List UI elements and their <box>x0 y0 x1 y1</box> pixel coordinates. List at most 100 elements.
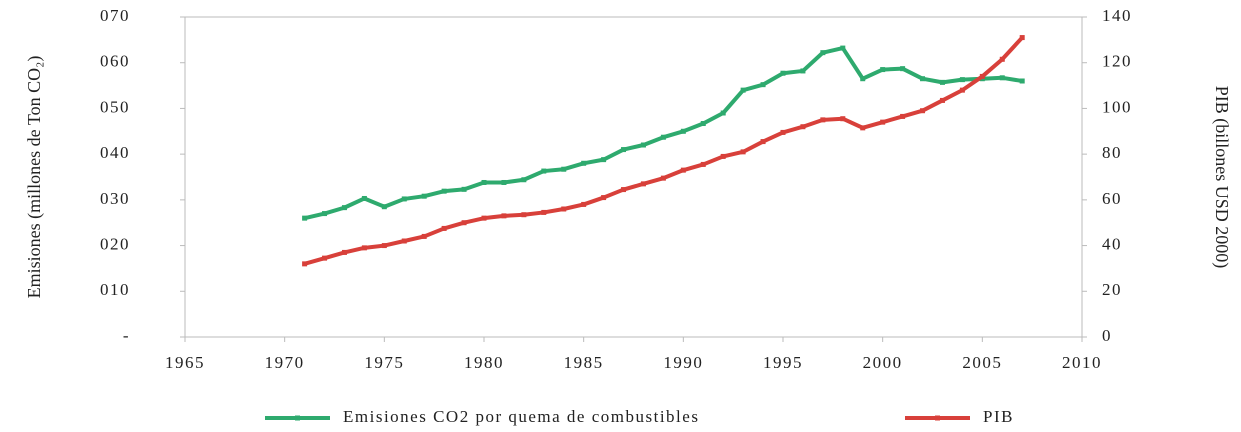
marker <box>541 209 547 215</box>
marker <box>461 220 467 226</box>
marker <box>820 117 826 123</box>
marker <box>820 50 826 56</box>
marker <box>521 212 527 218</box>
marker <box>800 124 806 130</box>
marker <box>840 45 846 51</box>
marker <box>601 195 607 201</box>
marker <box>381 204 387 210</box>
marker <box>740 87 746 93</box>
marker <box>680 128 686 134</box>
marker <box>800 68 806 74</box>
marker <box>561 166 567 172</box>
marker <box>660 134 666 140</box>
marker <box>481 179 487 185</box>
marker <box>621 187 627 193</box>
marker <box>401 196 407 202</box>
marker <box>760 82 766 88</box>
marker <box>720 153 726 159</box>
marker <box>581 201 587 207</box>
marker <box>740 149 746 155</box>
y2-tick-label: 140 <box>1102 6 1132 25</box>
marker <box>999 56 1005 62</box>
y-tick-label: 040 <box>100 143 130 162</box>
marker <box>421 193 427 199</box>
marker <box>880 67 886 73</box>
y-tick-label: 060 <box>100 52 130 71</box>
marker <box>660 175 666 181</box>
marker <box>381 243 387 249</box>
marker <box>939 79 945 85</box>
marker <box>601 157 607 163</box>
marker <box>939 97 945 103</box>
legend-marker <box>935 415 940 421</box>
marker <box>700 161 706 167</box>
marker <box>900 113 906 119</box>
marker <box>561 206 567 212</box>
marker <box>979 73 985 79</box>
y2-tick-label: 80 <box>1102 143 1122 162</box>
marker <box>501 179 507 185</box>
x-tick-label: 1975 <box>364 353 404 372</box>
marker <box>860 76 866 82</box>
marker <box>920 76 926 82</box>
plot-frame <box>184 16 1083 338</box>
marker <box>621 147 627 153</box>
marker <box>421 233 427 239</box>
y2-tick-label: 100 <box>1102 97 1132 116</box>
marker <box>840 116 846 122</box>
marker <box>302 215 308 221</box>
marker <box>900 66 906 72</box>
marker <box>481 215 487 221</box>
x-tick-label: 2000 <box>863 353 903 372</box>
legend-label: Emisiones CO2 por quema de combustibles <box>343 407 699 426</box>
marker <box>959 87 965 93</box>
marker <box>999 75 1005 81</box>
marker <box>1019 78 1025 84</box>
marker <box>521 177 527 183</box>
marker <box>302 261 308 267</box>
y-tick-label: 010 <box>100 280 130 299</box>
marker <box>760 139 766 145</box>
x-tick-label: 1980 <box>464 353 504 372</box>
marker <box>959 77 965 83</box>
marker <box>780 129 786 135</box>
y-axis-label: Emisiones (millones de Ton CO₂) <box>24 56 45 299</box>
x-tick-label: 2010 <box>1062 353 1102 372</box>
marker <box>700 121 706 127</box>
marker <box>541 168 547 174</box>
y-tick-label: 050 <box>100 97 130 116</box>
marker <box>461 186 467 192</box>
marker <box>1019 35 1025 41</box>
x-tick-label: 1995 <box>763 353 803 372</box>
marker <box>322 211 328 217</box>
legend-label: PIB <box>983 407 1014 426</box>
marker <box>501 213 507 219</box>
y2-tick-label: 60 <box>1102 189 1122 208</box>
y-tick-label: 020 <box>100 234 130 253</box>
marker <box>361 195 367 201</box>
marker <box>780 70 786 76</box>
x-tick-label: 1990 <box>663 353 703 372</box>
y-tick-label: 030 <box>100 189 130 208</box>
marker <box>322 255 328 261</box>
series-line <box>304 36 1024 266</box>
marker <box>680 167 686 173</box>
x-tick-label: 1965 <box>165 353 205 372</box>
marker <box>640 142 646 148</box>
marker <box>361 245 367 251</box>
y2-tick-label: 0 <box>1102 326 1112 345</box>
y-tick-label: - <box>123 326 130 345</box>
x-tick-label: 1970 <box>265 353 305 372</box>
marker <box>341 249 347 255</box>
legend-marker <box>295 415 300 421</box>
marker <box>441 225 447 231</box>
y2-tick-label: 20 <box>1102 280 1122 299</box>
marker <box>880 119 886 125</box>
marker <box>581 160 587 166</box>
marker <box>341 205 347 211</box>
y2-tick-label: 40 <box>1102 234 1122 253</box>
series-line <box>304 46 1023 221</box>
marker <box>720 110 726 116</box>
marker <box>401 238 407 244</box>
